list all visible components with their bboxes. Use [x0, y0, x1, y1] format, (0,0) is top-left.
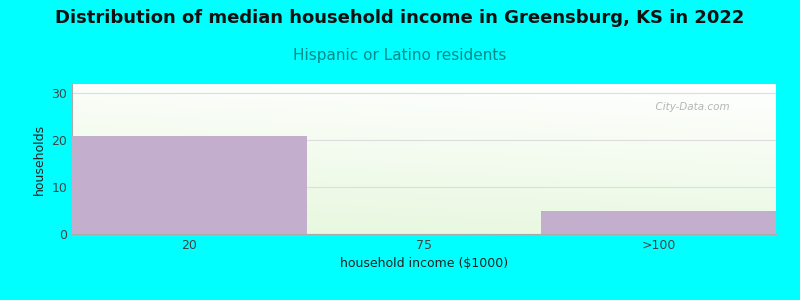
Bar: [72, 136, 306, 234]
Text: Hispanic or Latino residents: Hispanic or Latino residents: [294, 48, 506, 63]
Text: City-Data.com: City-Data.com: [650, 102, 730, 112]
X-axis label: household income ($1000): household income ($1000): [340, 257, 508, 270]
Bar: [542, 211, 776, 234]
Text: Distribution of median household income in Greensburg, KS in 2022: Distribution of median household income …: [55, 9, 745, 27]
Y-axis label: households: households: [33, 123, 46, 195]
